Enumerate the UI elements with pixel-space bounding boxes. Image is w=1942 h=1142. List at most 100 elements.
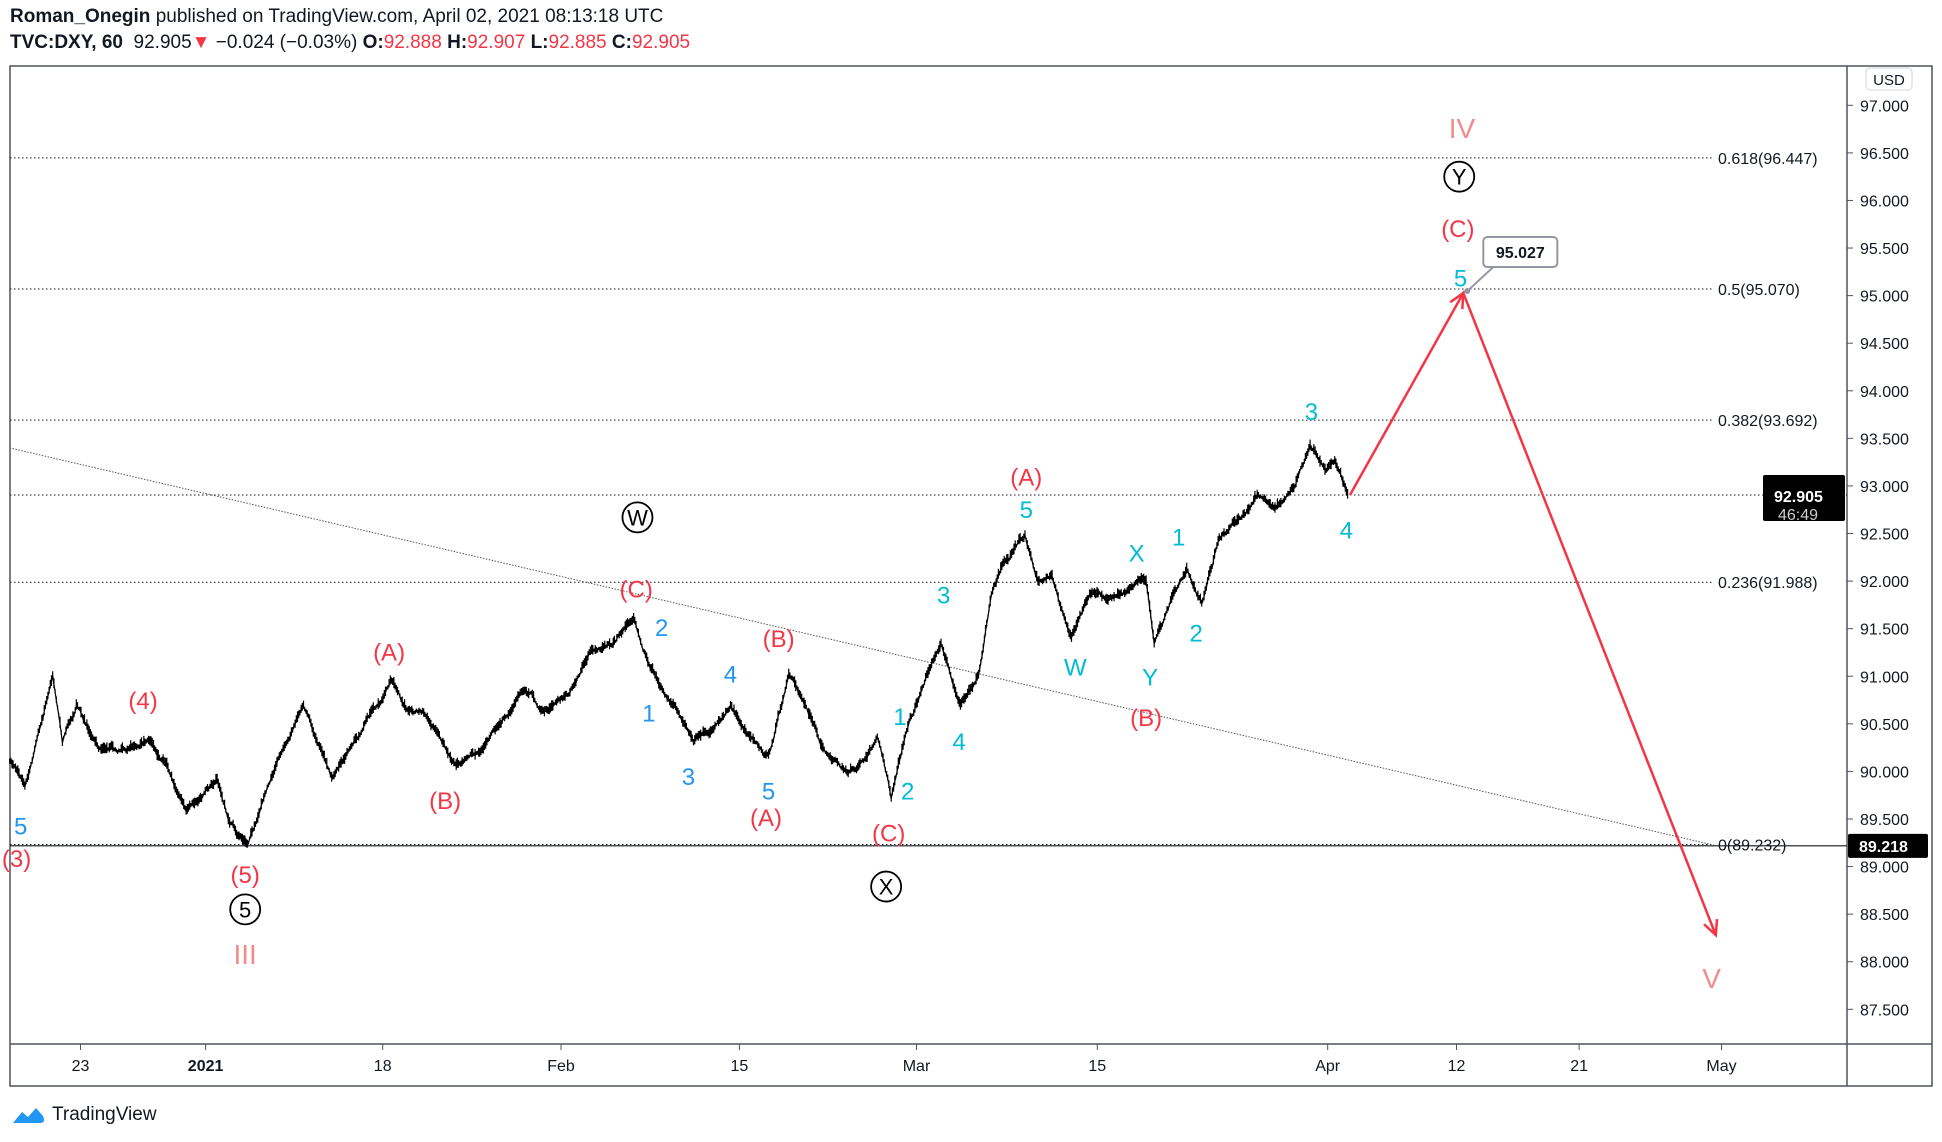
wave-label: V	[1702, 963, 1721, 994]
chart-frame	[9, 65, 1933, 1087]
wave-label: Y	[1142, 664, 1158, 691]
currency-button[interactable]: USD	[1865, 67, 1913, 91]
wave-label: (C)	[872, 820, 905, 847]
wave-label: (C)	[1441, 216, 1474, 243]
y-tick-label: 90.500	[1860, 717, 1909, 734]
wave-label-circled: X	[879, 875, 894, 900]
fib-level-label: 0.618(96.447)	[1718, 151, 1818, 168]
wave-label: 3	[1305, 399, 1318, 426]
wave-label: (3)	[2, 846, 31, 873]
y-tick-label: 89.500	[1860, 812, 1909, 829]
wave-label: W	[1064, 655, 1087, 682]
y-tick-label: 94.000	[1860, 384, 1909, 401]
wave-label: 5	[1454, 266, 1467, 293]
wave-label: 4	[724, 661, 737, 688]
callout-anchor-dot	[1464, 288, 1471, 295]
wave-label: 2	[1190, 620, 1203, 647]
wave-label: (4)	[128, 688, 157, 715]
y-tick-label: 90.000	[1860, 764, 1909, 781]
x-tick-label: 15	[1088, 1058, 1106, 1075]
low-value: 92.885	[548, 32, 607, 53]
wave-label: (5)	[231, 862, 260, 889]
y-tick-label: 96.000	[1860, 193, 1909, 210]
tradingview-cloud-icon	[13, 1108, 44, 1123]
author-name[interactable]: Roman_Onegin	[10, 6, 151, 27]
current-price-value: 92.905	[1774, 489, 1823, 506]
wave-label: X	[1129, 541, 1145, 568]
y-tick-label: 91.000	[1860, 669, 1909, 686]
wave-label-circle	[621, 501, 654, 534]
wave-label-circle	[870, 870, 903, 903]
y-tick-label: 93.500	[1860, 431, 1909, 448]
wave-label: 3	[682, 764, 695, 791]
close-label: C:	[611, 32, 632, 53]
low-price-box	[1848, 833, 1928, 858]
wave-label: IV	[1449, 113, 1476, 144]
x-tick-label: 18	[374, 1058, 392, 1075]
callout-target-price: 95.027	[1496, 245, 1545, 262]
wave-label: (B)	[429, 788, 461, 815]
fib-level-label: 0.5(95.070)	[1718, 282, 1800, 299]
wave-label: (B)	[763, 626, 795, 653]
current-price-box	[1763, 474, 1845, 521]
wave-label-circled: W	[627, 505, 648, 530]
wave-label: (B)	[1130, 705, 1162, 732]
wave-label-circled: Y	[1452, 165, 1467, 190]
y-tick-label: 92.500	[1860, 527, 1909, 544]
fib-level-label: 0.382(93.692)	[1718, 413, 1818, 430]
down-triangle-icon: ▼	[191, 32, 211, 53]
x-tick-label: 15	[731, 1058, 749, 1075]
wave-label: 1	[642, 700, 655, 727]
brand-name: TradingView	[52, 1104, 157, 1125]
bar-countdown: 46:49	[1778, 507, 1818, 524]
wave-label: 4	[1340, 518, 1353, 545]
y-tick-label: 87.500	[1860, 1002, 1909, 1019]
y-tick-label: 91.500	[1860, 622, 1909, 639]
wave-label-circled: 5	[239, 897, 251, 922]
symbol-legend: TVC:DXY, 60 92.905▼ −0.024 (−0.03%) O:92…	[10, 32, 690, 54]
low-label: L:	[530, 32, 549, 53]
trendline	[9, 447, 1716, 847]
x-tick-label: Feb	[547, 1058, 575, 1075]
publish-text: published on TradingView.com, April 02, …	[155, 6, 664, 27]
currency-label: USD	[1873, 72, 1905, 89]
x-tick-label: 2021	[188, 1058, 224, 1075]
wave-label: III	[234, 939, 257, 970]
wave-label-circle	[1443, 160, 1476, 193]
wave-label: 1	[1172, 524, 1185, 551]
x-tick-label: 12	[1448, 1058, 1466, 1075]
wave-label: 3	[937, 582, 950, 609]
y-tick-label: 92.000	[1860, 574, 1909, 591]
tradingview-logo[interactable]: TradingView	[10, 1104, 157, 1126]
y-tick-label: 95.500	[1860, 241, 1909, 258]
forecast-arrowhead-up	[1449, 290, 1465, 310]
publish-info: Roman_Onegin published on TradingView.co…	[10, 6, 663, 28]
wave-label-circle	[229, 893, 262, 926]
high-label: H:	[447, 32, 468, 53]
high-value: 92.907	[467, 32, 526, 53]
y-tick-label: 94.500	[1860, 336, 1909, 353]
wave-label: 5	[762, 778, 775, 805]
y-tick-label: 96.500	[1860, 146, 1909, 163]
wave-label: (A)	[750, 805, 782, 832]
y-tick-label: 88.000	[1860, 955, 1909, 972]
forecast-arrowhead-down	[1703, 919, 1719, 938]
wave-label: 2	[655, 615, 668, 642]
wave-label: (C)	[620, 577, 653, 604]
x-tick-label: 21	[1570, 1058, 1588, 1075]
forecast-path	[1348, 290, 1717, 936]
wave-label: 5	[14, 814, 27, 841]
wave-label: (A)	[373, 640, 405, 667]
price-change: −0.024 (−0.03%)	[215, 32, 358, 53]
low-price-value: 89.218	[1859, 839, 1908, 856]
x-tick-label: Mar	[903, 1058, 931, 1075]
wave-label: 4	[952, 729, 965, 756]
close-value: 92.905	[631, 32, 691, 53]
wave-label: (A)	[1010, 464, 1042, 491]
wave-label: 1	[893, 704, 906, 731]
fib-level-label: 0.236(91.988)	[1718, 575, 1818, 592]
price-series-line	[9, 439, 1349, 848]
x-tick-label: 23	[72, 1058, 90, 1075]
callout-pointer	[1466, 266, 1504, 292]
